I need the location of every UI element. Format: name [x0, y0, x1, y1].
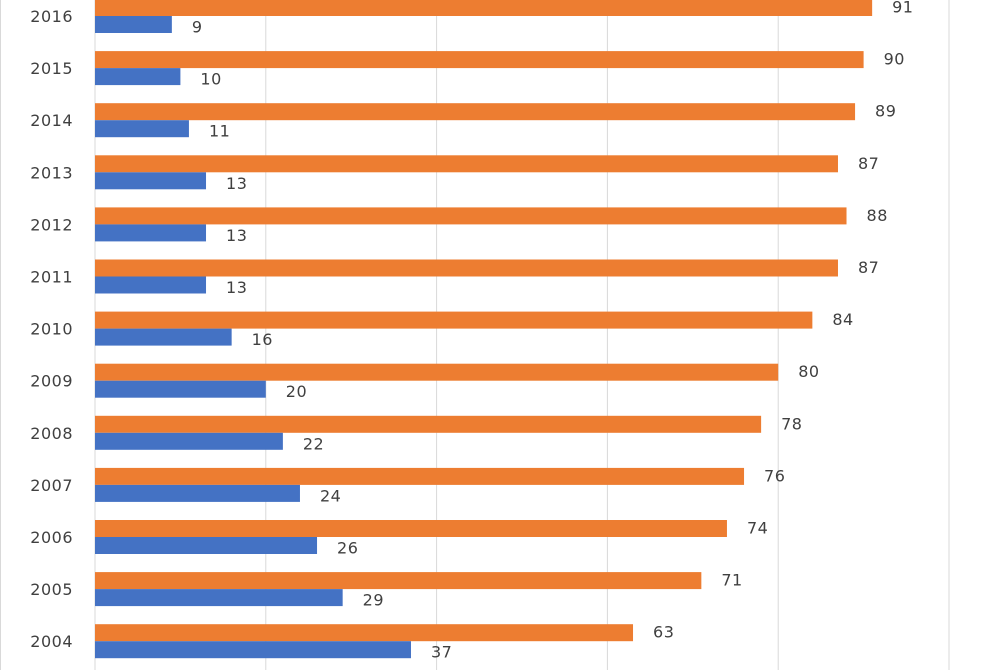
y-tick-label-2005: 2005: [30, 580, 73, 599]
data-label-series-blue-2006: 26: [337, 539, 358, 558]
data-label-series-orange-2015: 90: [884, 50, 905, 69]
y-tick-label-2014: 2014: [30, 111, 73, 130]
data-label-series-orange-2010: 84: [832, 310, 853, 329]
data-label-series-orange-2008: 78: [781, 414, 802, 433]
y-tick-label-2011: 2011: [30, 268, 73, 287]
bar-series-blue-2005: [95, 589, 343, 607]
y-tick-label-2004: 2004: [30, 632, 73, 651]
data-label-series-orange-2014: 89: [875, 102, 896, 121]
bar-series-blue-2015: [95, 68, 181, 86]
data-label-series-orange-2012: 88: [867, 206, 888, 225]
bar-series-blue-2010: [95, 328, 232, 346]
bar-series-orange-2013: [95, 155, 838, 173]
bar-series-orange-2015: [95, 51, 864, 69]
bar-series-blue-2008: [95, 432, 283, 450]
data-label-series-blue-2009: 20: [286, 382, 307, 401]
data-label-series-orange-2011: 87: [858, 258, 879, 277]
y-tick-label-2012: 2012: [30, 215, 73, 234]
bar-series-blue-2011: [95, 276, 207, 294]
y-tick-label-2009: 2009: [30, 372, 73, 391]
y-tick-label-2016: 2016: [30, 7, 73, 26]
data-label-series-blue-2014: 11: [209, 122, 230, 141]
bar-series-blue-2007: [95, 484, 300, 502]
data-label-series-orange-2007: 76: [764, 466, 785, 485]
bar-series-orange-2007: [95, 467, 745, 485]
bar-series-blue-2014: [95, 120, 189, 138]
bar-series-orange-2006: [95, 520, 727, 537]
data-label-series-blue-2015: 10: [200, 70, 221, 89]
bar-series-blue-2009: [95, 380, 266, 398]
data-label-series-blue-2011: 13: [226, 278, 247, 297]
data-label-series-blue-2005: 29: [363, 591, 384, 610]
bar-series-blue-2012: [95, 224, 207, 242]
y-tick-label-2008: 2008: [30, 424, 73, 443]
data-label-series-orange-2016: 91: [892, 0, 913, 17]
bar-series-blue-2004: [95, 641, 411, 659]
bar-series-orange-2008: [95, 415, 762, 433]
bar-series-orange-2009: [95, 363, 779, 381]
bar-series-orange-2014: [95, 103, 856, 121]
y-tick-label-2007: 2007: [30, 476, 73, 495]
bar-series-blue-2016: [95, 16, 172, 33]
y-tick-label-2013: 2013: [30, 163, 73, 182]
data-label-series-blue-2010: 16: [252, 330, 273, 349]
data-label-series-orange-2009: 80: [798, 362, 819, 381]
bar-series-blue-2013: [95, 172, 207, 190]
data-label-series-orange-2013: 87: [858, 154, 879, 173]
bar-series-orange-2012: [95, 207, 847, 225]
data-label-series-orange-2005: 71: [721, 571, 742, 590]
bar-series-orange-2005: [95, 572, 702, 590]
data-label-series-blue-2016: 9: [192, 18, 203, 37]
bar-series-orange-2010: [95, 311, 813, 329]
bar-series-blue-2006: [95, 537, 318, 554]
bar-series-orange-2011: [95, 259, 838, 277]
data-label-series-orange-2006: 74: [747, 519, 768, 538]
y-tick-label-2015: 2015: [30, 59, 73, 78]
y-tick-label-2010: 2010: [30, 320, 73, 339]
data-label-series-blue-2004: 37: [431, 643, 452, 662]
bar-series-orange-2004: [95, 624, 634, 642]
data-label-series-orange-2004: 63: [653, 623, 674, 642]
data-label-series-blue-2013: 13: [226, 174, 247, 193]
data-label-series-blue-2007: 24: [320, 486, 341, 505]
data-label-series-blue-2012: 13: [226, 226, 247, 245]
bar-series-orange-2016: [95, 0, 873, 16]
data-label-series-blue-2008: 22: [303, 434, 324, 453]
y-tick-label-2006: 2006: [30, 528, 73, 547]
